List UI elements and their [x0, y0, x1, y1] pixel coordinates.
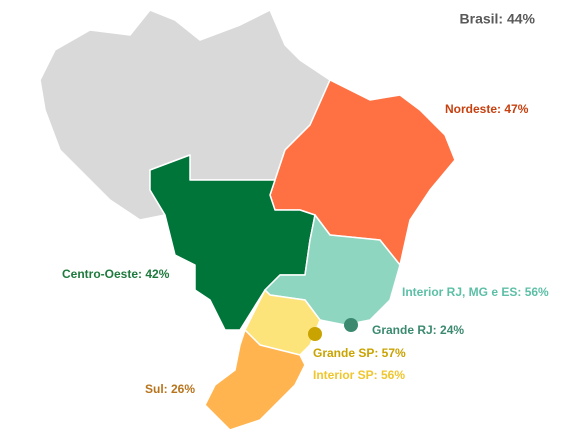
- region-label: Interior SP: 56%: [313, 368, 405, 382]
- region-label: Grande SP: 57%: [313, 346, 406, 360]
- grande-rj-dot: [344, 318, 358, 332]
- region-label: Interior RJ, MG e ES: 56%: [402, 285, 549, 299]
- region-sul: [204, 329, 306, 431]
- region-label: Sul: 26%: [145, 382, 195, 396]
- title: Brasil: 44%: [460, 11, 536, 27]
- region-label: Nordeste: 47%: [445, 102, 529, 116]
- grande-sp-dot: [308, 327, 322, 341]
- region-label: Centro-Oeste: 42%: [62, 267, 170, 281]
- region-label: Grande RJ: 24%: [372, 323, 464, 337]
